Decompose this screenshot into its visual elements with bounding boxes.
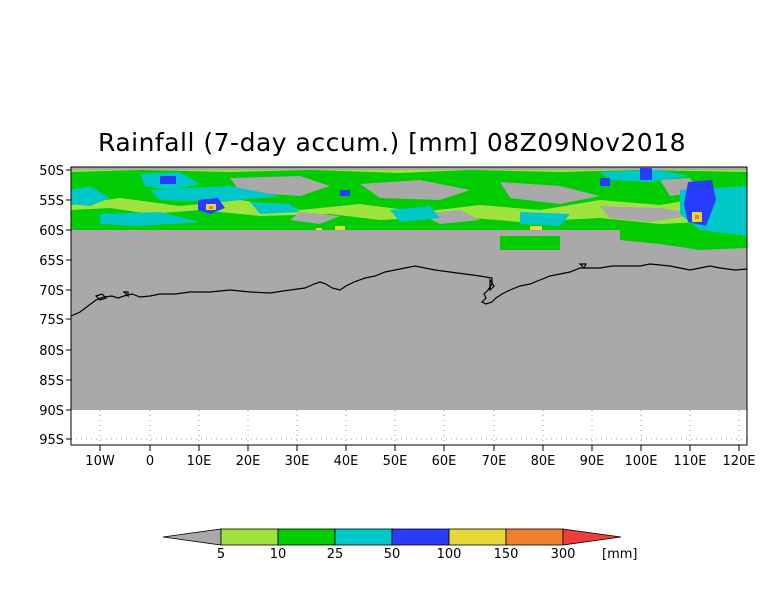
lon-label: 30E <box>285 454 310 469</box>
legend-level: 50 <box>384 547 401 562</box>
legend-swatch <box>277 528 336 546</box>
lon-label: 0 <box>146 454 154 469</box>
legend-swatch <box>220 528 279 546</box>
lat-labels: 50S 55S 60S 65S 70S 75S 80S 85S 90S 95S <box>39 164 64 448</box>
lat-ticks <box>66 169 71 440</box>
legend-unit: [mm] <box>602 547 637 562</box>
legend-level: 25 <box>327 547 344 562</box>
coastline-small <box>94 263 587 301</box>
lon-label: 110E <box>673 454 706 469</box>
legend-level: 10 <box>270 547 287 562</box>
legend-swatch-below <box>162 528 222 546</box>
lon-label: 20E <box>236 454 261 469</box>
lat-label: 65S <box>39 254 64 269</box>
lon-labels: 10W 0 10E 20E 30E 40E 50E 60E 70E 80E 90… <box>85 454 755 469</box>
lon-label: 60E <box>432 454 457 469</box>
lat-label: 50S <box>39 164 64 179</box>
legend-level: 300 <box>551 547 576 562</box>
lat-label: 75S <box>39 313 64 328</box>
legend-swatch <box>448 528 507 546</box>
lat-label: 60S <box>39 224 64 239</box>
legend-swatch <box>334 528 393 546</box>
lat-label: 95S <box>39 433 64 448</box>
legend-swatch <box>391 528 450 546</box>
lat-label: 85S <box>39 374 64 389</box>
lon-label: 100E <box>624 454 657 469</box>
lat-label: 70S <box>39 284 64 299</box>
lat-label: 55S <box>39 194 64 209</box>
map-title: Rainfall (7-day accum.) [mm] 08Z09Nov201… <box>98 128 686 157</box>
lon-label: 50E <box>383 454 408 469</box>
legend-swatch <box>505 528 564 546</box>
lon-ticks <box>99 445 740 451</box>
legend-level: 5 <box>217 547 225 562</box>
lon-label: 80E <box>531 454 556 469</box>
map-frame <box>70 166 748 446</box>
lat-label: 90S <box>39 404 64 419</box>
lon-label: 90E <box>580 454 605 469</box>
legend-swatch-above <box>562 528 622 546</box>
lon-label: 40E <box>334 454 359 469</box>
legend-level: 150 <box>494 547 519 562</box>
coastline <box>71 263 747 317</box>
lon-label: 10W <box>85 454 115 469</box>
lat-label: 80S <box>39 344 64 359</box>
lon-label: 70E <box>482 454 507 469</box>
lon-label: 120E <box>722 454 755 469</box>
grid-lines <box>71 410 747 445</box>
no-data-region <box>71 230 747 410</box>
rain-field-50-100 <box>160 168 716 226</box>
rain-field-100-300 <box>206 204 702 230</box>
rain-field-150-300 <box>209 206 699 219</box>
legend-level: 100 <box>437 547 462 562</box>
lon-label: 10E <box>187 454 212 469</box>
